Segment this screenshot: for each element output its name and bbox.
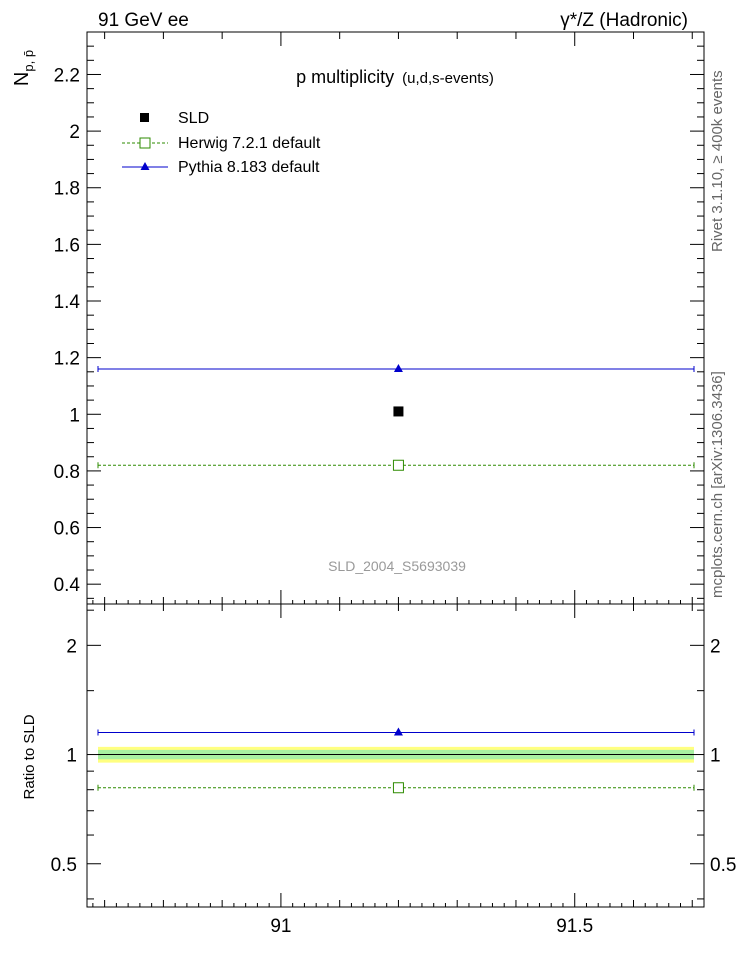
analysis-watermark: SLD_2004_S5693039 [328,558,466,574]
ratio-ytick-label: 2 [66,636,77,657]
legend-herwig-marker [139,137,151,149]
legend-sld-label: SLD [178,110,209,127]
legend-pythia-marker [140,162,150,170]
ytick-label: 0.6 [54,519,80,540]
legend-pythia-label: Pythia 8.183 default [178,159,320,176]
chart-title: p multiplicity (u,d,s-events) [296,67,494,87]
chart-marks: 0.4 0.6 0.8 1 1.2 1.4 1.6 1.8 2 2.2 0.5 0.5 1 1 2 2 91 91… [51,31,736,937]
legend: SLD Herwig 7.2.1 default Pythia 8.183 de… [122,110,321,176]
data-point-herwig [392,459,404,471]
ytick-label: 1.4 [54,292,81,313]
ratio-ytick-label-right: 0.5 [710,855,736,876]
main-ylabel: Np, p̄ [11,50,36,86]
ratio-ytick-label-right: 2 [710,636,721,657]
ylabel-main: N [11,72,33,86]
data-point-pythia [393,363,403,372]
ytick-label: 1.2 [54,349,80,370]
header-right: γ*/Z (Hadronic) [560,10,688,31]
ytick-label: 1.6 [54,235,80,256]
mcplots-label: mcplots.cern.ch [arXiv:1306.3436] [709,371,726,598]
rivet-label: Rivet 3.1.10, ≥ 400k events [709,70,726,252]
ytick-label: 2.2 [54,65,80,86]
ratio-ytick-label-right: 1 [710,746,721,767]
ytick-label: 2 [69,122,80,143]
svg-text:Np, p̄: Np, p̄ [11,50,36,86]
ylabel-sub: p, p̄ [21,50,36,72]
ratio-panel-frame [86,603,705,908]
data-point-sld [393,406,404,417]
ytick-label: 1 [69,405,80,426]
xtick-label: 91.5 [556,916,593,937]
ytick-label: 1.8 [54,179,80,200]
ratio-ytick-label: 1 [66,746,77,767]
ratio-ytick-label: 0.5 [51,855,77,876]
ratio-ylabel: Ratio to SLD [21,714,38,799]
xtick-label: 91 [270,916,291,937]
ratio-point-pythia [393,727,403,736]
ytick-label: 0.4 [54,575,81,596]
ytick-label: 0.8 [54,462,80,483]
title-main: p multiplicity [296,67,394,87]
ratio-point-herwig [392,782,404,794]
header-left: 91 GeV ee [98,10,189,31]
title-sub: (u,d,s-events) [402,70,494,87]
legend-sld-marker [140,113,149,122]
legend-herwig-label: Herwig 7.2.1 default [178,135,321,152]
